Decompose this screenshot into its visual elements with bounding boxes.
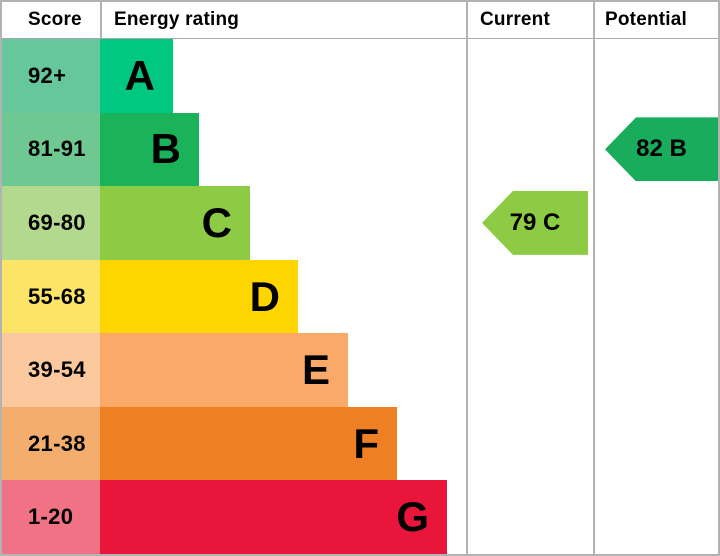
rating-rows: 92+ A 81-91 B 69-80 C 55-68 D 39-54 E 21-38 F 1-20 G [2, 39, 718, 554]
column-divider-current [466, 2, 468, 554]
chart-header: Score Energy rating Current Potential [2, 2, 718, 39]
header-potential: Potential [605, 9, 688, 30]
header-energy-rating: Energy rating [100, 2, 466, 38]
band-bar-c: C [100, 186, 250, 260]
current-rating-label: 79 C [509, 208, 561, 236]
band-bar-f: F [100, 406, 397, 481]
score-range: 39-54 [2, 333, 100, 407]
band-letter: D [249, 272, 280, 320]
score-range: 81-91 [2, 112, 100, 187]
band-letter: E [301, 346, 330, 394]
band-bar-a: A [100, 39, 173, 113]
score-range: 69-80 [2, 186, 100, 260]
rating-row-d: 55-68 D [2, 259, 718, 334]
band-letter: F [353, 419, 379, 467]
rating-row-b: 81-91 B [2, 112, 718, 187]
band-letter: A [124, 51, 155, 99]
rating-row-f: 21-38 F [2, 406, 718, 481]
rating-row-a: 92+ A [2, 39, 718, 113]
column-divider-potential [593, 2, 595, 554]
score-range: 1-20 [2, 480, 100, 554]
band-letter: G [396, 493, 429, 541]
band-bar-b: B [100, 112, 199, 187]
rating-row-c: 69-80 C [2, 186, 718, 260]
band-bar-d: D [100, 259, 298, 334]
band-bar-g: G [100, 480, 447, 554]
rating-row-g: 1-20 G [2, 480, 718, 554]
band-letter: C [201, 198, 232, 246]
score-range: 55-68 [2, 259, 100, 334]
score-range: 92+ [2, 39, 100, 113]
band-bar-e: E [100, 333, 348, 407]
band-letter: B [150, 125, 181, 173]
potential-rating-label: 82 B [636, 135, 687, 163]
header-score: Score [28, 9, 82, 30]
rating-row-e: 39-54 E [2, 333, 718, 407]
score-range: 21-38 [2, 406, 100, 481]
header-current: Current [480, 9, 551, 30]
